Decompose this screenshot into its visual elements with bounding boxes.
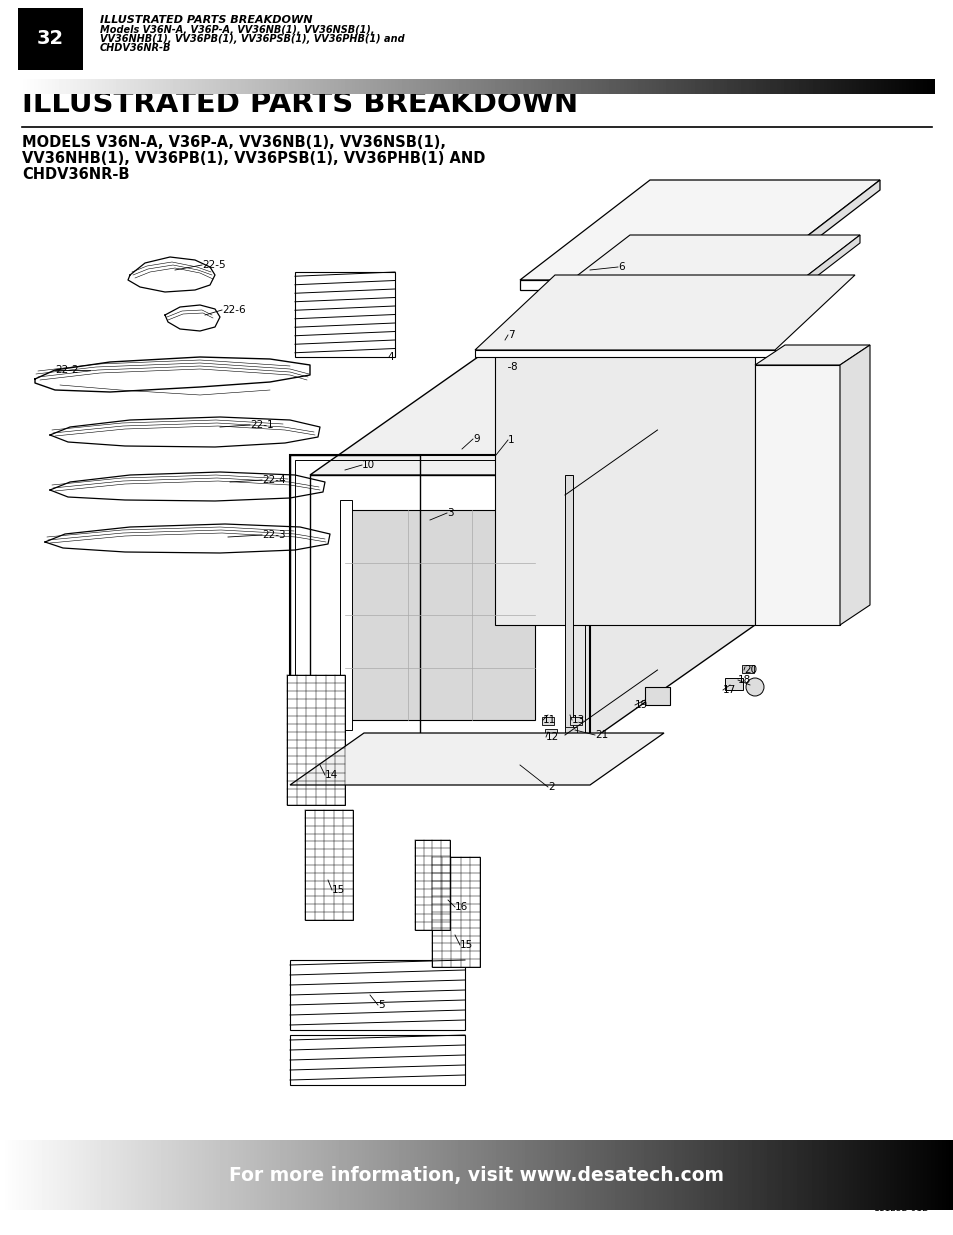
- Text: 21: 21: [595, 730, 608, 740]
- Bar: [290, 454, 589, 776]
- Polygon shape: [475, 350, 774, 357]
- Text: 10: 10: [361, 459, 375, 471]
- Bar: [432, 857, 479, 967]
- Bar: [339, 500, 352, 730]
- Text: 12: 12: [545, 732, 558, 742]
- Text: ILLUSTRATED PARTS BREAKDOWN: ILLUSTRATED PARTS BREAKDOWN: [22, 90, 578, 119]
- Text: 8: 8: [510, 362, 517, 372]
- Text: 1: 1: [507, 435, 514, 445]
- Text: 2: 2: [547, 782, 554, 792]
- Polygon shape: [519, 280, 749, 290]
- Bar: [741, 664, 753, 673]
- Text: 14: 14: [325, 769, 338, 781]
- Circle shape: [745, 678, 763, 697]
- Text: 11: 11: [542, 715, 556, 725]
- Bar: [569, 718, 581, 725]
- Polygon shape: [749, 180, 879, 290]
- Polygon shape: [310, 475, 569, 755]
- Polygon shape: [310, 345, 754, 475]
- Bar: [305, 810, 353, 920]
- Text: 7: 7: [507, 330, 514, 340]
- Polygon shape: [569, 345, 754, 755]
- Polygon shape: [499, 235, 859, 335]
- Bar: [294, 272, 395, 357]
- Text: MODELS V36N-A, V36P-A, VV36NB(1), VV36NSB(1),: MODELS V36N-A, V36P-A, VV36NB(1), VV36NS…: [22, 135, 446, 149]
- Bar: [495, 345, 754, 625]
- Polygon shape: [475, 275, 854, 350]
- Text: For more information, visit www.desatech.com: For more information, visit www.desatech…: [230, 1166, 723, 1184]
- Text: VV36NHB(1), VV36PB(1), VV36PSB(1), VV36PHB(1) AND: VV36NHB(1), VV36PB(1), VV36PSB(1), VV36P…: [22, 151, 485, 165]
- Bar: [345, 510, 535, 720]
- Text: CHDV36NR-B: CHDV36NR-B: [22, 167, 130, 182]
- Text: 6: 6: [618, 262, 624, 272]
- Text: 18: 18: [738, 676, 750, 685]
- Text: 22-4: 22-4: [262, 475, 285, 485]
- Bar: [724, 678, 742, 690]
- Bar: [290, 454, 419, 776]
- Text: 20: 20: [743, 664, 757, 676]
- Polygon shape: [729, 235, 859, 343]
- Polygon shape: [290, 734, 663, 785]
- Text: 19: 19: [635, 700, 648, 710]
- Text: CHDV36NR-B: CHDV36NR-B: [100, 43, 172, 53]
- Polygon shape: [519, 180, 879, 280]
- Polygon shape: [754, 345, 869, 366]
- Text: 22-3: 22-3: [262, 530, 285, 540]
- Text: 32: 32: [36, 30, 64, 48]
- Text: Models V36N-A, V36P-A, VV36NB(1), VV36NSB(1),: Models V36N-A, V36P-A, VV36NB(1), VV36NS…: [100, 25, 375, 35]
- Bar: [18, 7, 83, 70]
- Text: ILLUSTRATED PARTS BREAKDOWN: ILLUSTRATED PARTS BREAKDOWN: [100, 15, 313, 25]
- Bar: [287, 676, 345, 805]
- Bar: [541, 718, 554, 725]
- Text: 22-6: 22-6: [222, 305, 245, 315]
- Text: 13: 13: [572, 715, 584, 725]
- Text: 4: 4: [387, 352, 394, 362]
- Text: 22-2: 22-2: [55, 366, 78, 375]
- Bar: [544, 729, 557, 737]
- Bar: [290, 1035, 464, 1086]
- Bar: [294, 459, 584, 769]
- Bar: [564, 727, 577, 735]
- Text: 111252-01D: 111252-01D: [873, 1204, 929, 1213]
- Bar: [290, 960, 464, 1030]
- Text: VV36NHB(1), VV36PB(1), VV36PSB(1), VV36PHB(1) and: VV36NHB(1), VV36PB(1), VV36PSB(1), VV36P…: [100, 35, 404, 44]
- Text: 15: 15: [459, 940, 473, 950]
- Text: 22-5: 22-5: [202, 261, 226, 270]
- Bar: [754, 366, 840, 625]
- Text: 15: 15: [332, 885, 345, 895]
- Text: 22-1: 22-1: [250, 420, 274, 430]
- Text: 16: 16: [455, 902, 468, 911]
- Bar: [415, 840, 450, 930]
- Text: 3: 3: [447, 508, 453, 517]
- Text: 17: 17: [722, 685, 736, 695]
- Polygon shape: [840, 345, 869, 625]
- Bar: [644, 687, 669, 705]
- Text: 5: 5: [377, 1000, 384, 1010]
- Bar: [564, 475, 573, 755]
- Text: 9: 9: [473, 433, 479, 445]
- Polygon shape: [499, 335, 729, 343]
